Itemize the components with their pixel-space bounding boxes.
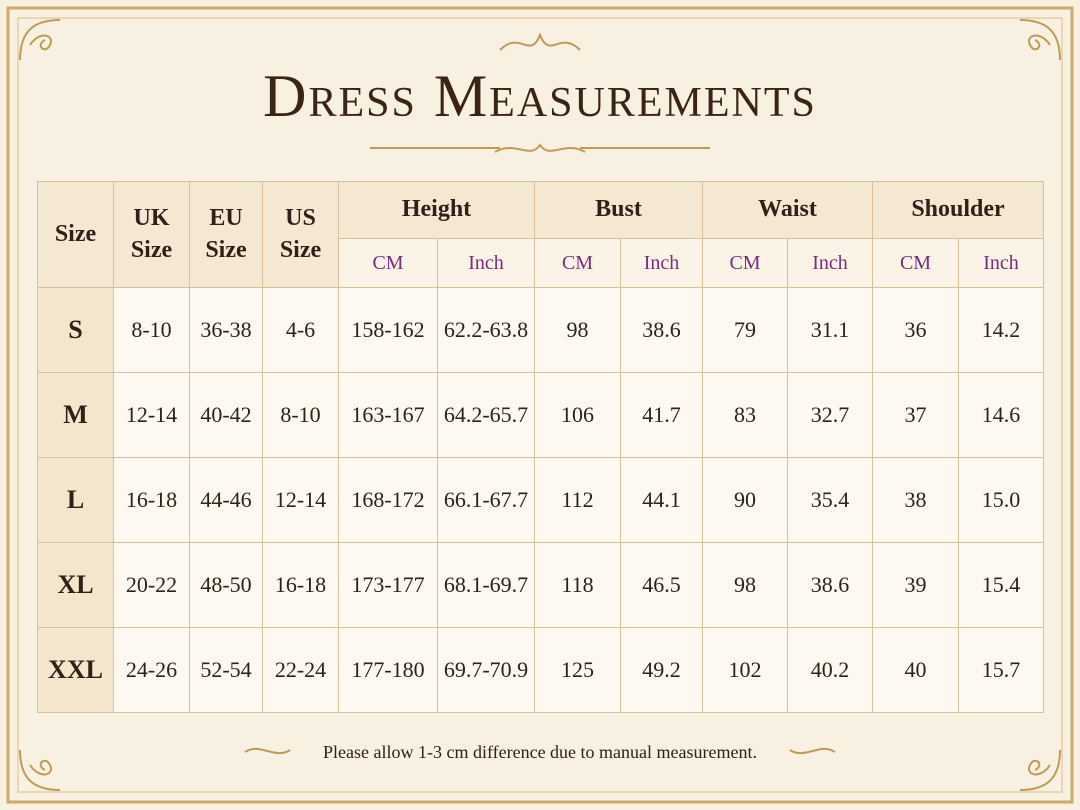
size-cell: L	[37, 457, 114, 543]
size-cell: XL	[37, 542, 114, 628]
table-cell: 98	[702, 542, 789, 628]
table-cell: 15.4	[958, 542, 1045, 628]
table-cell: 46.5	[620, 542, 704, 628]
table-cell: 12-14	[262, 457, 339, 543]
outer-border	[6, 6, 1074, 804]
table-cell: 4-6	[262, 287, 339, 373]
table-cell: 62.2-63.8	[436, 287, 536, 373]
table-cell: 36	[872, 287, 960, 373]
table-cell: 69.7-70.9	[436, 627, 536, 713]
table-cell: 79	[702, 287, 789, 373]
table-cell: 31.1	[787, 287, 874, 373]
group-header: Bust	[534, 181, 704, 239]
table-cell: 38.6	[787, 542, 874, 628]
table-cell: 98	[534, 287, 622, 373]
table-cell: 168-172	[338, 457, 438, 543]
table-cell: 66.1-67.7	[436, 457, 536, 543]
table-cell: 40	[872, 627, 960, 713]
measurement-table: Size UK Size EU Size US Size Height Bust Waist…	[37, 181, 1045, 713]
column-header: Size	[37, 181, 114, 288]
table-cell: 40-42	[189, 372, 263, 458]
footnote: Please allow 1-3 cm difference due to ma…	[322, 742, 757, 762]
table-cell: 24-26	[113, 627, 190, 713]
table-cell: 49.2	[620, 627, 704, 713]
table-cell: 16-18	[113, 457, 190, 543]
title: Dress Measurements	[263, 63, 817, 129]
table-cell: 125	[534, 627, 622, 713]
unit-header: CM	[534, 238, 622, 288]
table-cell: 163-167	[338, 372, 438, 458]
table-cell: 52-54	[189, 627, 263, 713]
column-header: UK Size	[113, 181, 190, 288]
table-cell: 112	[534, 457, 622, 543]
table-cell: 14.6	[958, 372, 1045, 458]
column-header: US Size	[262, 181, 339, 288]
table-cell: 37	[872, 372, 960, 458]
table-row: S 8-10 36-38 4-6 158-162 62.2-63.8 98 38.6 79 31.…	[37, 287, 1045, 373]
group-header: Waist	[702, 181, 874, 239]
table-cell: 35.4	[787, 457, 874, 543]
table-cell: 41.7	[620, 372, 704, 458]
table-cell: 38.6	[620, 287, 704, 373]
table-cell: 48-50	[189, 542, 263, 628]
table-cell: 158-162	[338, 287, 438, 373]
table-cell: 38	[872, 457, 960, 543]
table-row: M 12-14 40-42 8-10 163-167 64.2-65.7 106 41.7 83…	[37, 372, 1045, 458]
group-header: Height	[337, 181, 536, 239]
table-cell: 106	[534, 372, 622, 458]
table-cell: 14.2	[958, 287, 1045, 373]
table-cell: 15.7	[958, 627, 1045, 713]
table-cell: 20-22	[113, 542, 190, 628]
size-cell: M	[37, 372, 114, 458]
table-cell: 173-177	[338, 542, 438, 628]
table-cell: 16-18	[262, 542, 339, 628]
table-cell: 83	[702, 372, 789, 458]
unit-header: Inch	[787, 238, 874, 288]
table-cell: 64.2-65.7	[436, 372, 536, 458]
table-cell: 32.7	[787, 372, 874, 458]
table-cell: 8-10	[113, 287, 190, 373]
group-header: Shoulder	[872, 181, 1045, 239]
size-cell: XXL	[37, 627, 114, 713]
column-header: EU Size	[189, 181, 263, 288]
table-cell: 40.2	[787, 627, 874, 713]
unit-header: Inch	[620, 238, 704, 288]
table-row: XL 20-22 48-50 16-18 173-177 68.1-69.7 118 46.5…	[37, 542, 1045, 628]
table-row: L 16-18 44-46 12-14 168-172 66.1-67.7 112 44.1 9…	[37, 457, 1045, 543]
size-cell: S	[37, 287, 114, 373]
inner-border	[17, 17, 1063, 793]
table-cell: 22-24	[262, 627, 339, 713]
table-cell: 44.1	[620, 457, 704, 543]
unit-header: CM	[338, 238, 438, 288]
table-cell: 118	[534, 542, 622, 628]
table-cell: 12-14	[113, 372, 190, 458]
table-cell: 68.1-69.7	[436, 542, 536, 628]
table-cell: 39	[872, 542, 960, 628]
header-row: Size UK Size EU Size US Size Height Bust Waist…	[37, 181, 1045, 288]
table-cell: 15.0	[958, 457, 1045, 543]
table-cell: 90	[702, 457, 789, 543]
table-cell: 177-180	[338, 627, 438, 713]
unit-header: Inch	[436, 238, 536, 288]
unit-header: Inch	[958, 238, 1045, 288]
table-row: XXL 24-26 52-54 22-24 177-180 69.7-70.9 125 49.…	[37, 627, 1045, 713]
table-cell: 102	[702, 627, 789, 713]
unit-header: CM	[872, 238, 960, 288]
unit-header: CM	[702, 238, 789, 288]
table-cell: 44-46	[189, 457, 263, 543]
corner-ornaments	[19, 19, 1061, 791]
table-cell: 8-10	[262, 372, 339, 458]
table-cell: 36-38	[189, 287, 263, 373]
